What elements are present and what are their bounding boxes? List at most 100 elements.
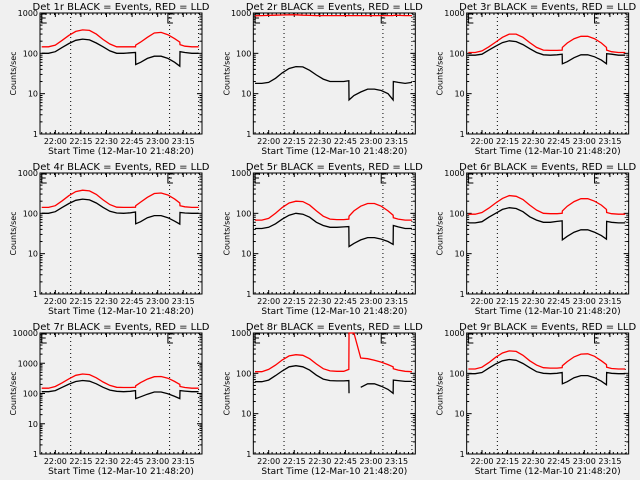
chart-panel: Det 8r BLACK = Events, RED = LLD 1 10 100 10… — [222, 322, 423, 477]
plot-frame — [466, 172, 630, 295]
chart-panel: Det 1r BLACK = Events, RED = LLD 1 10 100 10… — [9, 2, 210, 157]
x-axis-label: Start Time (12-Mar-10 21:48:20) — [261, 467, 407, 477]
lld-series-line — [468, 194, 626, 215]
x-tick-label: 23:00 — [359, 457, 382, 466]
x-tick-label: 23:15 — [598, 457, 621, 466]
events-series-line — [41, 379, 199, 400]
y-tick-label: 100 — [236, 369, 251, 378]
chart-panel: Det 3r BLACK = Events, RED = LLD 1 10 100 10… — [436, 2, 637, 157]
y-tick-label: 100 — [23, 390, 38, 399]
e-marker — [41, 13, 47, 24]
x-tick-label: 22:30 — [522, 137, 545, 146]
y-tick-label: 1 — [460, 450, 465, 459]
x-tick-label: 22:00 — [257, 297, 280, 306]
x-tick-label: 22:00 — [470, 137, 493, 146]
x-tick-label: 23:15 — [385, 457, 408, 466]
y-tick-label: 1000 — [231, 9, 251, 18]
x-tick-label: 23:15 — [385, 297, 408, 306]
chart-panel: Det 9r BLACK = Events, RED = LLD 1 10 100 10… — [436, 322, 637, 477]
x-tick-label: 22:30 — [308, 137, 331, 146]
e-marker — [467, 333, 474, 344]
y-tick-label: 1000 — [18, 9, 38, 18]
x-tick-label: 22:15 — [69, 137, 92, 146]
e-marker — [254, 333, 261, 344]
x-axis-label: Start Time (12-Mar-10 21:48:20) — [48, 307, 194, 317]
y-axis-label: Counts/sec — [9, 371, 18, 415]
y-tick-label: 1000 — [231, 329, 251, 338]
x-tick-label: 23:15 — [172, 137, 195, 146]
x-tick-label: 22:00 — [257, 137, 280, 146]
events-series-line — [468, 207, 626, 242]
plot-frame — [252, 172, 416, 295]
x-tick-label: 23:15 — [598, 297, 621, 306]
y-tick-label: 1 — [33, 450, 38, 459]
y-axis-label: Counts/sec — [436, 51, 445, 95]
y-tick-label: 10 — [454, 250, 464, 259]
e-marker — [467, 13, 474, 24]
x-tick-label: 22:45 — [121, 457, 144, 466]
y-tick-label: 10 — [454, 410, 464, 419]
events-series-line — [41, 198, 199, 226]
x-tick-label: 22:45 — [334, 457, 357, 466]
x-tick-label: 22:00 — [44, 457, 67, 466]
x-tick-label: 23:00 — [146, 457, 169, 466]
y-tick-label: 10 — [454, 90, 464, 99]
e-marker — [467, 173, 474, 184]
x-tick-label: 22:45 — [334, 137, 357, 146]
lld-series-line — [255, 332, 412, 373]
y-tick-label: 1 — [460, 130, 465, 139]
lld-series-line — [255, 14, 412, 17]
chart-panel: Det 2r BLACK = Events, RED = LLD 1 10 100 10… — [222, 2, 423, 157]
x-tick-label: 22:30 — [95, 137, 118, 146]
panel-title: Det 1r BLACK = Events, RED = LLD — [33, 2, 210, 13]
x-tick-label: 22:30 — [522, 457, 545, 466]
y-tick-label: 100 — [23, 209, 38, 218]
x-tick-label: 22:15 — [496, 457, 519, 466]
lld-series-line — [255, 200, 412, 221]
events-series-line — [468, 358, 626, 387]
chart-panel: Det 6r BLACK = Events, RED = LLD 1 10 100 10… — [436, 162, 637, 317]
x-tick-label: 23:00 — [146, 137, 169, 146]
y-tick-label: 100 — [236, 49, 251, 58]
x-tick-label: 23:00 — [359, 137, 382, 146]
x-tick-label: 23:00 — [573, 457, 596, 466]
x-tick-label: 22:30 — [522, 297, 545, 306]
panel-title: Det 3r BLACK = Events, RED = LLD — [459, 2, 636, 13]
plot-frame — [39, 172, 203, 295]
x-tick-label: 22:15 — [283, 457, 306, 466]
x-axis-label: Start Time (12-Mar-10 21:48:20) — [475, 147, 621, 157]
x-tick-label: 23:15 — [385, 137, 408, 146]
lld-series-line — [41, 373, 199, 389]
y-axis-label: Counts/sec — [222, 371, 231, 415]
e-marker — [254, 173, 261, 184]
y-tick-label: 10000 — [13, 329, 38, 338]
x-tick-label: 22:15 — [496, 297, 519, 306]
x-tick-label: 22:30 — [308, 457, 331, 466]
x-tick-label: 22:00 — [44, 297, 67, 306]
y-tick-label: 1 — [246, 450, 251, 459]
x-tick-label: 22:45 — [547, 297, 570, 306]
e-marker — [167, 13, 173, 24]
lld-series-line — [41, 189, 199, 209]
y-tick-label: 100 — [449, 209, 464, 218]
x-tick-label: 22:15 — [283, 137, 306, 146]
panel-title: Det 9r BLACK = Events, RED = LLD — [459, 322, 636, 333]
x-tick-label: 22:45 — [121, 137, 144, 146]
x-tick-label: 22:30 — [308, 297, 331, 306]
e-marker — [380, 173, 387, 184]
x-tick-label: 22:15 — [283, 297, 306, 306]
x-tick-label: 22:15 — [496, 137, 519, 146]
y-tick-label: 1000 — [444, 9, 464, 18]
y-tick-label: 1000 — [18, 359, 38, 368]
plot-frame — [466, 12, 630, 135]
y-tick-label: 100 — [23, 49, 38, 58]
x-axis-label: Start Time (12-Mar-10 21:48:20) — [261, 307, 407, 317]
y-tick-label: 10 — [28, 90, 38, 99]
y-tick-label: 10 — [241, 250, 251, 259]
y-axis-label: Counts/sec — [9, 51, 18, 95]
lld-series-line — [41, 29, 199, 48]
y-axis-label: Counts/sec — [436, 211, 445, 255]
panel-title: Det 4r BLACK = Events, RED = LLD — [33, 162, 210, 173]
x-tick-label: 23:00 — [359, 297, 382, 306]
x-tick-label: 23:15 — [598, 137, 621, 146]
